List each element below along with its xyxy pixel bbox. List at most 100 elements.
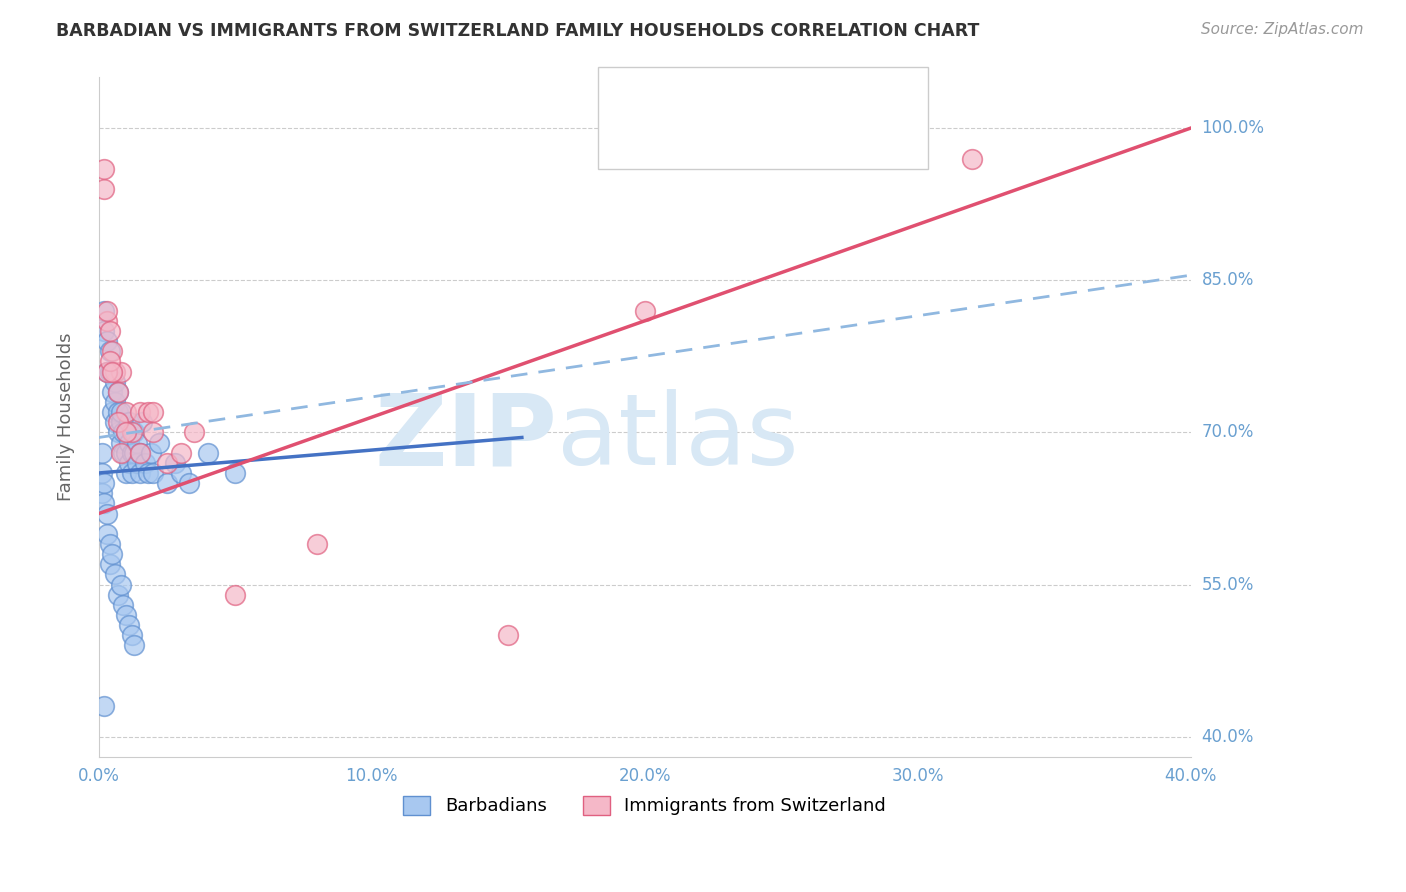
Point bbox=[101, 365, 124, 379]
Point bbox=[142, 466, 165, 480]
Point bbox=[121, 446, 143, 460]
Point bbox=[104, 567, 127, 582]
Point bbox=[115, 446, 138, 460]
Point bbox=[107, 405, 129, 419]
Point bbox=[98, 354, 121, 368]
Point bbox=[93, 303, 115, 318]
Point bbox=[110, 435, 132, 450]
Point bbox=[104, 415, 127, 429]
Point bbox=[121, 628, 143, 642]
Point bbox=[110, 577, 132, 591]
Text: Source: ZipAtlas.com: Source: ZipAtlas.com bbox=[1201, 22, 1364, 37]
Point bbox=[139, 446, 162, 460]
Point bbox=[115, 425, 138, 440]
Text: R =: R = bbox=[654, 104, 699, 122]
Point bbox=[90, 466, 112, 480]
Point bbox=[110, 415, 132, 429]
Text: 40.0%: 40.0% bbox=[1202, 728, 1254, 746]
Text: 0.078: 0.078 bbox=[699, 103, 761, 123]
Point bbox=[93, 476, 115, 491]
Point bbox=[124, 425, 146, 440]
Point bbox=[112, 425, 135, 440]
Text: N =: N = bbox=[752, 143, 792, 161]
Point bbox=[224, 588, 246, 602]
Point bbox=[118, 415, 141, 429]
Point bbox=[115, 405, 138, 419]
Point bbox=[307, 537, 329, 551]
Point bbox=[90, 486, 112, 500]
Point bbox=[142, 405, 165, 419]
Point bbox=[960, 152, 983, 166]
Point bbox=[125, 435, 148, 450]
Point bbox=[93, 182, 115, 196]
Point bbox=[183, 425, 205, 440]
Point bbox=[104, 395, 127, 409]
Point bbox=[90, 446, 112, 460]
Point bbox=[110, 446, 132, 460]
Text: 70.0%: 70.0% bbox=[1202, 424, 1254, 442]
Text: R =: R = bbox=[654, 143, 699, 161]
Text: 100.0%: 100.0% bbox=[1202, 120, 1264, 137]
Point bbox=[101, 405, 124, 419]
Point bbox=[131, 415, 153, 429]
Point bbox=[112, 446, 135, 460]
Point bbox=[98, 537, 121, 551]
Text: ZIP: ZIP bbox=[374, 389, 557, 486]
Point bbox=[170, 446, 193, 460]
Point bbox=[177, 476, 200, 491]
Point bbox=[110, 365, 132, 379]
Point bbox=[93, 699, 115, 714]
Point bbox=[115, 425, 138, 440]
Point bbox=[496, 628, 519, 642]
Point bbox=[128, 405, 150, 419]
Point bbox=[121, 425, 143, 440]
Point bbox=[118, 435, 141, 450]
Point bbox=[121, 466, 143, 480]
Y-axis label: Family Households: Family Households bbox=[58, 333, 75, 501]
Point bbox=[134, 456, 156, 470]
Text: 55.0%: 55.0% bbox=[1202, 575, 1254, 593]
Point bbox=[112, 598, 135, 612]
Point bbox=[93, 161, 115, 176]
Text: N =: N = bbox=[752, 104, 792, 122]
Text: 30: 30 bbox=[794, 142, 821, 161]
Point bbox=[101, 344, 124, 359]
Point bbox=[107, 384, 129, 399]
Point bbox=[96, 507, 118, 521]
Point bbox=[107, 384, 129, 399]
Point bbox=[96, 314, 118, 328]
Point bbox=[128, 446, 150, 460]
Point bbox=[104, 375, 127, 389]
Point bbox=[101, 365, 124, 379]
Point bbox=[115, 607, 138, 622]
Point bbox=[128, 446, 150, 460]
Text: atlas: atlas bbox=[557, 389, 799, 486]
Point bbox=[156, 476, 179, 491]
Legend: Barbadians, Immigrants from Switzerland: Barbadians, Immigrants from Switzerland bbox=[396, 789, 893, 822]
Point bbox=[98, 344, 121, 359]
Point bbox=[124, 446, 146, 460]
Point bbox=[118, 618, 141, 632]
Point bbox=[96, 334, 118, 348]
Text: 65: 65 bbox=[794, 103, 821, 123]
Point bbox=[224, 466, 246, 480]
Point bbox=[115, 466, 138, 480]
Point bbox=[98, 558, 121, 572]
Point bbox=[98, 365, 121, 379]
Point bbox=[156, 456, 179, 470]
Point bbox=[107, 415, 129, 429]
Point bbox=[104, 365, 127, 379]
Point bbox=[98, 324, 121, 338]
Point bbox=[96, 365, 118, 379]
Point bbox=[96, 365, 118, 379]
Point bbox=[107, 588, 129, 602]
Point bbox=[125, 456, 148, 470]
Point bbox=[96, 526, 118, 541]
Point bbox=[110, 405, 132, 419]
Point bbox=[136, 405, 159, 419]
Point bbox=[93, 324, 115, 338]
Point bbox=[101, 547, 124, 561]
Point bbox=[107, 425, 129, 440]
Point bbox=[124, 639, 146, 653]
Point bbox=[165, 456, 187, 470]
